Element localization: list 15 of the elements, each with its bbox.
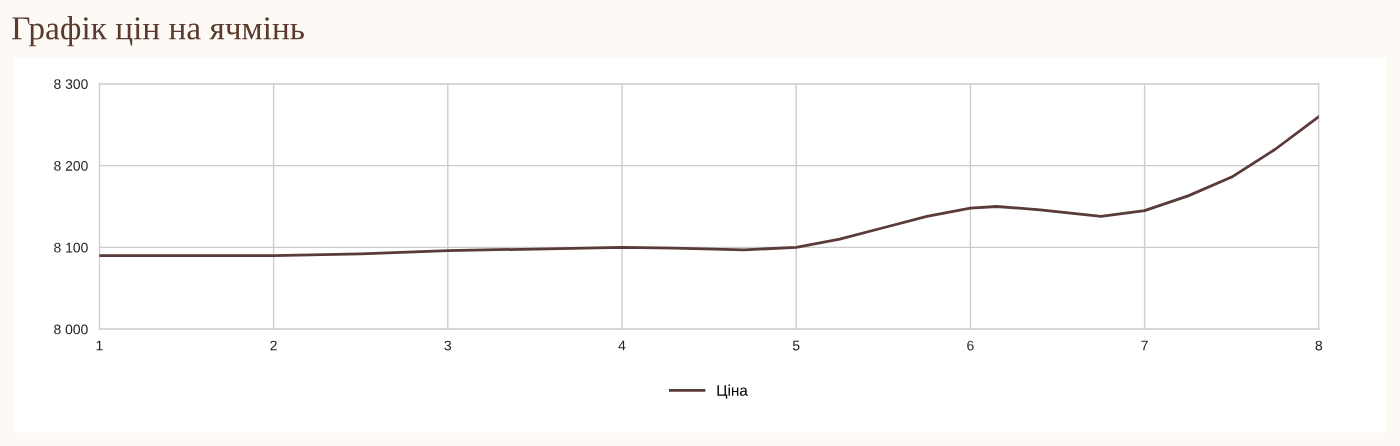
x-tick-label: 2	[270, 340, 277, 351]
legend-label: Ціна	[717, 384, 748, 399]
y-tick-label: 8 000	[54, 324, 88, 335]
x-tick-label: 1	[96, 340, 103, 351]
x-tick-label: 5	[792, 340, 800, 351]
x-tick-label: 8	[1315, 340, 1323, 351]
x-tick-label: 4	[618, 340, 626, 351]
y-tick-label: 8 200	[54, 160, 88, 171]
y-tick-label: 8 300	[54, 79, 88, 90]
line-series	[99, 115, 1319, 257]
x-tick-label: 6	[967, 340, 974, 351]
chart-title: Графік цін на ячмінь	[12, 16, 304, 47]
x-tick-label: 3	[444, 340, 452, 351]
y-tick-label: 8 100	[54, 242, 88, 253]
x-tick-label: 7	[1141, 340, 1148, 351]
